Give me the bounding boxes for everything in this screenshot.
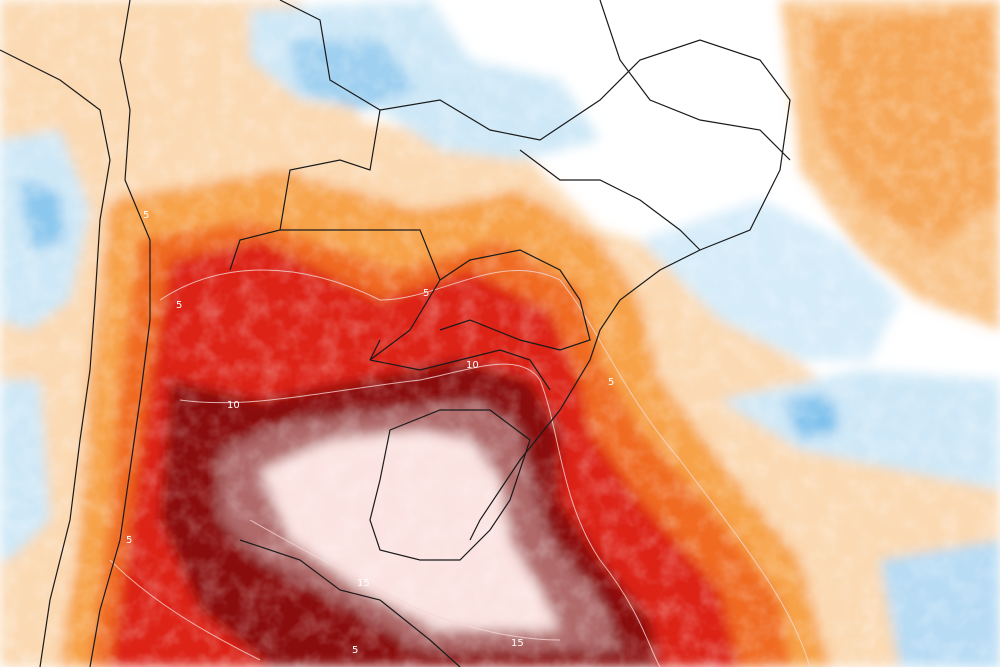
contour-label: 5	[126, 535, 132, 546]
northeast-border-2	[519, 149, 701, 251]
contour-label: 10	[466, 360, 479, 371]
contour-5-south	[109, 559, 261, 661]
contour-label: 15	[511, 638, 524, 649]
contour-label: 5	[352, 645, 358, 656]
contour-lines	[109, 269, 811, 667]
contour-label: 5	[608, 377, 614, 388]
contour-5	[159, 269, 811, 667]
andes-border	[89, 0, 151, 667]
country-borders	[0, 0, 791, 667]
north-border-1	[279, 0, 791, 541]
interior-border-3	[369, 349, 551, 391]
contour-label: 15	[357, 578, 370, 589]
contour-label: 5	[176, 300, 182, 311]
contour-label: 5	[143, 210, 149, 221]
interior-border-2	[439, 249, 591, 351]
uruguay-border	[369, 409, 531, 561]
contour-15	[249, 519, 561, 641]
northeast-border	[599, 0, 791, 161]
contour-label-group: 5 5 5 5 5 5 10 10 15 15	[126, 210, 614, 656]
south-border	[239, 539, 461, 667]
contour-label: 5	[423, 288, 429, 299]
west-coastline	[0, 49, 111, 667]
north-border-2	[229, 109, 381, 271]
contour-10	[179, 363, 661, 667]
contour-label: 10	[227, 400, 240, 411]
